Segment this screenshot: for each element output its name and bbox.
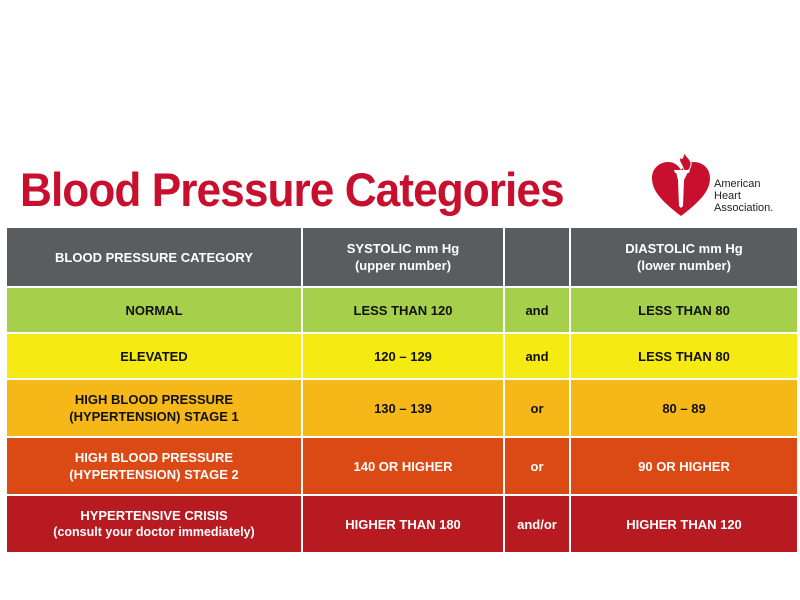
header-connector bbox=[505, 228, 569, 286]
category-line1: NORMAL bbox=[125, 302, 183, 318]
connector-cell: and bbox=[505, 288, 569, 332]
logo-line-3: Association. bbox=[714, 202, 774, 214]
category-cell: HIGH BLOOD PRESSURE (HYPERTENSION) STAGE… bbox=[7, 380, 301, 436]
systolic-cell: HIGHER THAN 180 bbox=[303, 496, 503, 552]
diastolic-cell: 80 – 89 bbox=[571, 380, 797, 436]
logo-wordmark: American Heart Association. bbox=[714, 178, 773, 214]
aha-logo: American Heart Association. bbox=[650, 150, 790, 222]
systolic-cell: 130 – 139 bbox=[303, 380, 503, 436]
connector-cell: and bbox=[505, 334, 569, 378]
header-diastolic-line2: (lower number) bbox=[637, 258, 731, 273]
systolic-cell: 120 – 129 bbox=[303, 334, 503, 378]
category-cell: HIGH BLOOD PRESSURE (HYPERTENSION) STAGE… bbox=[7, 438, 301, 494]
category-cell: ELEVATED bbox=[7, 334, 301, 378]
systolic-cell: 140 OR HIGHER bbox=[303, 438, 503, 494]
header-category-label: BLOOD PRESSURE CATEGORY bbox=[55, 249, 253, 265]
table-header-row: BLOOD PRESSURE CATEGORY SYSTOLIC mm Hg (… bbox=[7, 228, 797, 286]
systolic-cell: LESS THAN 120 bbox=[303, 288, 503, 332]
table-row-elevated: ELEVATED 120 – 129 and LESS THAN 80 bbox=[7, 334, 797, 378]
logo-line-2: Heart bbox=[714, 190, 741, 202]
header-diastolic: DIASTOLIC mm Hg (lower number) bbox=[571, 228, 797, 286]
diastolic-cell: LESS THAN 80 bbox=[571, 288, 797, 332]
header-systolic-line2: (upper number) bbox=[354, 258, 452, 273]
connector-cell: and/or bbox=[505, 496, 569, 552]
category-line1: HIGH BLOOD PRESSURE bbox=[74, 450, 234, 465]
table-row-stage-1: HIGH BLOOD PRESSURE (HYPERTENSION) STAGE… bbox=[7, 380, 797, 436]
header-systolic-line1: SYSTOLIC mm Hg bbox=[346, 241, 460, 256]
blood-pressure-table: BLOOD PRESSURE CATEGORY SYSTOLIC mm Hg (… bbox=[5, 226, 799, 554]
header-category: BLOOD PRESSURE CATEGORY bbox=[7, 228, 301, 286]
page-title: Blood Pressure Categories bbox=[20, 163, 565, 216]
category-line2: (HYPERTENSION) STAGE 1 bbox=[69, 409, 239, 424]
connector-cell: or bbox=[505, 438, 569, 494]
diastolic-cell: LESS THAN 80 bbox=[571, 334, 797, 378]
logo-line-1: American bbox=[714, 178, 761, 190]
table-row-hypertensive-crisis: HYPERTENSIVE CRISIS (consult your doctor… bbox=[7, 496, 797, 552]
category-cell: NORMAL bbox=[7, 288, 301, 332]
header-diastolic-line1: DIASTOLIC mm Hg bbox=[625, 241, 743, 256]
category-line2: (consult your doctor immediately) bbox=[53, 525, 255, 539]
category-line1: ELEVATED bbox=[120, 348, 188, 364]
category-line1: HYPERTENSIVE CRISIS bbox=[80, 508, 228, 523]
category-line1: HIGH BLOOD PRESSURE bbox=[74, 392, 234, 407]
heart-torch-icon bbox=[652, 151, 710, 216]
connector-cell: or bbox=[505, 380, 569, 436]
table-row-normal: NORMAL LESS THAN 120 and LESS THAN 80 bbox=[7, 288, 797, 332]
diastolic-cell: HIGHER THAN 120 bbox=[571, 496, 797, 552]
table-row-stage-2: HIGH BLOOD PRESSURE (HYPERTENSION) STAGE… bbox=[7, 438, 797, 494]
category-cell: HYPERTENSIVE CRISIS (consult your doctor… bbox=[7, 496, 301, 552]
diastolic-cell: 90 OR HIGHER bbox=[571, 438, 797, 494]
category-line2: (HYPERTENSION) STAGE 2 bbox=[69, 467, 239, 482]
header-systolic: SYSTOLIC mm Hg (upper number) bbox=[303, 228, 503, 286]
